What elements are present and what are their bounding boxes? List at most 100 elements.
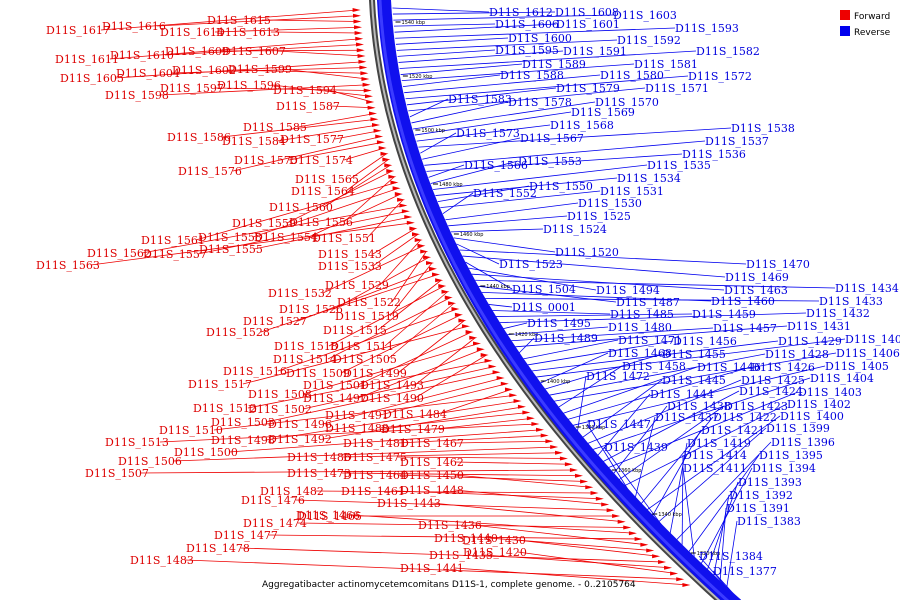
legend-reverse-label: Reverse: [854, 28, 891, 38]
reverse-leader-line: [681, 454, 684, 547]
forward-gene-label: D11S_1509: [286, 367, 350, 380]
forward-gene-label: D11S_1481: [343, 437, 407, 450]
reverse-gene-label: D11S_1595: [495, 44, 559, 57]
reverse-gene-label: D11S_1422: [713, 411, 777, 424]
forward-leader-line: [472, 524, 647, 546]
forward-leader-line: [327, 297, 451, 360]
forward-leader-line: [114, 61, 365, 79]
forward-gene-label: D11S_1502: [248, 403, 312, 416]
backbone-tick-label: 1320 kbp: [697, 551, 721, 557]
forward-gene-arrow: [352, 8, 361, 12]
forward-gene-arrow: [617, 519, 626, 524]
reverse-gene-label: D11S_1534: [617, 172, 681, 185]
reverse-leader-line: [462, 255, 726, 278]
reverse-leader-line: [713, 494, 730, 577]
reverse-leader-line: [646, 415, 781, 511]
reverse-leader-line: [456, 243, 500, 265]
reverse-gene-label: D11S_1485: [610, 308, 674, 321]
reverse-gene-label: D11S_1458: [622, 360, 686, 373]
reverse-gene-label: D11S_1446: [697, 361, 761, 374]
forward-gene-label: D11S_1443: [377, 497, 441, 510]
legend-forward-label: Forward: [854, 12, 890, 22]
forward-gene-label: D11S_1577: [280, 133, 344, 146]
reverse-gene-label: D11S_1504: [512, 283, 576, 296]
forward-leader-line: [437, 389, 512, 415]
reverse-gene-label: D11S_1411: [683, 462, 747, 475]
reverse-leader-line: [507, 326, 609, 336]
reverse-leader-line: [395, 27, 676, 39]
forward-gene-arrow: [517, 404, 526, 409]
reverse-leader-line: [651, 429, 702, 517]
forward-gene-arrow: [526, 416, 535, 421]
forward-gene-label: D11S_1511: [330, 340, 394, 353]
reverse-gene-label: D11S_1421: [701, 424, 765, 437]
forward-leader-line: [271, 84, 372, 97]
forward-gene-label: D11S_1527: [243, 315, 307, 328]
forward-leader-line: [297, 113, 376, 128]
forward-gene-label: D11S_1505: [333, 353, 397, 366]
reverse-gene-label: D11S_1463: [724, 284, 788, 297]
forward-gene-arrow: [376, 140, 385, 145]
reverse-leader-line: [437, 185, 530, 202]
reverse-gene-label: D11S_1428: [765, 348, 829, 361]
forward-gene-label: D11S_1513: [105, 436, 169, 449]
forward-gene-label: D11S_1476: [241, 494, 305, 507]
reverse-leader-line: [404, 74, 601, 94]
reverse-gene-label: D11S_1553: [518, 155, 582, 168]
forward-gene-label: D11S_1562: [87, 247, 151, 260]
forward-leader-line: [322, 245, 424, 294]
forward-gene-arrow: [435, 278, 444, 283]
forward-gene-arrow: [438, 284, 447, 288]
forward-gene-arrow: [585, 485, 594, 490]
reverse-gene-label: D11S_1568: [550, 119, 614, 132]
reverse-gene-label: D11S_1579: [556, 82, 620, 95]
forward-leader-line: [483, 554, 671, 569]
reverse-gene-label: D11S_1566: [464, 159, 528, 172]
forward-gene-label: D11S_1584: [222, 135, 286, 148]
backbone-tick-label: 1380 kbp: [582, 425, 606, 431]
reverse-gene-label: D11S_1432: [806, 307, 870, 320]
forward-leader-line: [414, 337, 476, 386]
legend: Forward Reverse: [840, 10, 891, 38]
forward-gene-label: D11S_1486: [287, 451, 351, 464]
forward-gene-label: D11S_1597: [160, 82, 224, 95]
reverse-leader-line: [396, 39, 618, 51]
reverse-gene-label: D11S_1409: [845, 333, 900, 346]
forward-gene-arrow: [362, 82, 371, 87]
reverse-gene-label: D11S_1447: [587, 418, 651, 431]
forward-gene-label: D11S_1507: [85, 467, 149, 480]
forward-gene-arrow: [555, 450, 564, 455]
forward-gene-arrow: [358, 59, 367, 64]
forward-gene-label: D11S_1491: [325, 409, 389, 422]
forward-gene-label: D11S_1533: [318, 260, 382, 273]
reverse-leader-line: [445, 202, 579, 221]
reverse-gene-label: D11S_1414: [683, 449, 747, 462]
reverse-leader-line: [572, 365, 826, 426]
reverse-leader-line: [515, 325, 788, 348]
reverse-gene-label: D11S_1523: [499, 258, 563, 271]
reverse-gene-label: D11S_1601: [556, 18, 620, 31]
reverse-leader-line: [471, 273, 725, 291]
forward-gene-label: D11S_1561: [141, 234, 205, 247]
forward-gene-arrow: [476, 347, 485, 352]
reverse-gene-label: D11S_1438: [667, 400, 731, 413]
forward-gene-arrow: [355, 36, 364, 41]
forward-gene-arrow: [399, 203, 408, 208]
reverse-leader-line: [587, 379, 742, 444]
reverse-gene-label: D11S_1456: [673, 335, 737, 348]
forward-gene-arrow: [382, 157, 391, 162]
reverse-leader-line: [440, 190, 601, 209]
forward-gene-label: D11S_1617: [46, 24, 110, 37]
forward-gene-label: D11S_1503: [211, 416, 275, 429]
reverse-leader-line: [623, 403, 788, 487]
forward-gene-label: D11S_1450: [400, 469, 464, 482]
forward-leader-line: [366, 199, 404, 239]
reverse-gene-label: D11S_1581: [634, 58, 698, 71]
forward-gene-label: D11S_1441: [400, 562, 464, 575]
forward-gene-arrow: [448, 301, 457, 306]
forward-gene-arrow: [640, 542, 649, 547]
legend-reverse-swatch: [840, 26, 850, 36]
reverse-gene-label: D11S_1393: [738, 476, 802, 489]
reverse-leader-line: [426, 153, 683, 172]
reverse-gene-label: D11S_1405: [825, 360, 889, 373]
